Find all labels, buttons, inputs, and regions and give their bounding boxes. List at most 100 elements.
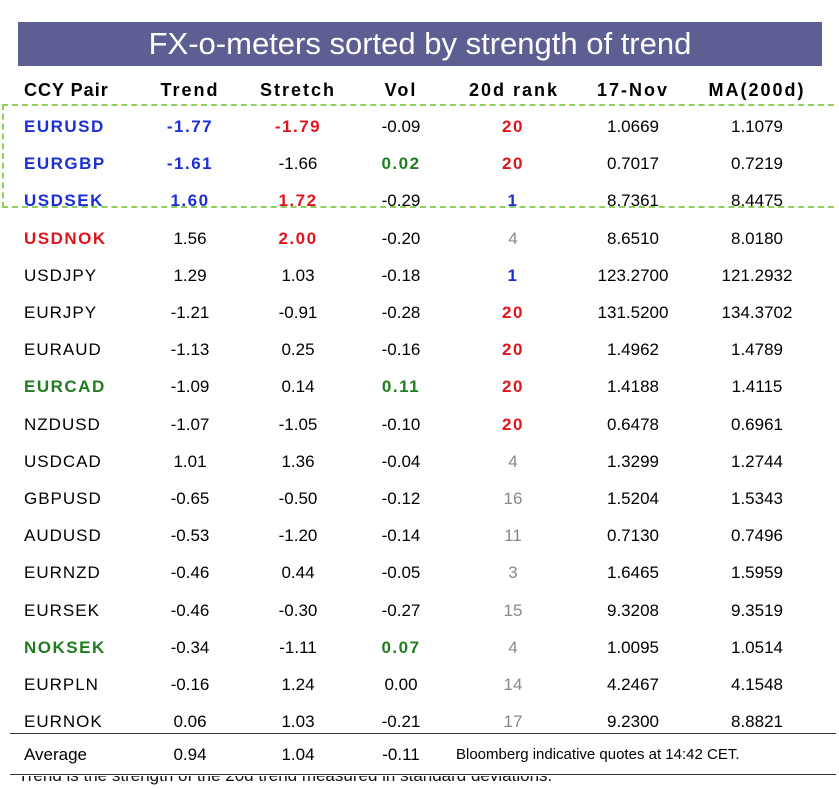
vol-cell: -0.27: [381, 601, 421, 620]
cutoff-footnote-text: Trend is the strength of the 20d trend m…: [18, 776, 552, 786]
rank-cell: 4: [508, 638, 518, 657]
cutoff-footnote: Trend is the strength of the 20d trend m…: [0, 776, 839, 789]
spot-cell: 9.3208: [607, 601, 659, 620]
rank-cell: 4: [508, 452, 518, 471]
pair-cell: EURAUD: [24, 340, 102, 359]
average-trend: 0.94: [173, 745, 207, 764]
vol-cell: 0.11: [381, 377, 421, 396]
vol-cell: -0.20: [381, 229, 421, 248]
vol-cell: -0.12: [381, 489, 421, 508]
pair-cell: EURCAD: [24, 377, 106, 396]
spot-cell: 1.4962: [607, 340, 659, 359]
vol-cell: -0.14: [381, 526, 421, 545]
trend-cell: 0.06: [173, 712, 207, 731]
vol-cell: 0.02: [381, 154, 421, 173]
spot-cell: 8.7361: [607, 191, 659, 210]
spot-cell: 123.2700: [597, 266, 669, 285]
ma200-cell: 134.3702: [721, 303, 793, 322]
top-three-highlight-box: [2, 104, 834, 208]
stretch-cell: 0.44: [281, 563, 315, 582]
rank-cell: 20: [502, 117, 524, 136]
ma200-cell: 8.0180: [731, 229, 783, 248]
ma200-cell: 1.5343: [731, 489, 783, 508]
spot-cell: 9.2300: [607, 712, 659, 731]
trend-cell: -1.09: [170, 377, 210, 396]
pair-cell: NOKSEK: [24, 638, 106, 657]
spot-cell: 0.7017: [607, 154, 659, 173]
pair-cell: AUDUSD: [24, 526, 102, 545]
rank-cell: 15: [503, 601, 523, 620]
pair-cell: EURPLN: [24, 675, 99, 694]
rank-cell: 16: [503, 489, 523, 508]
trend-cell: -0.46: [170, 601, 210, 620]
average-label: Average: [24, 745, 88, 764]
rank-cell: 4: [508, 229, 518, 248]
ma200-cell: 4.1548: [731, 675, 783, 694]
header-trend: Trend: [160, 80, 220, 100]
spot-cell: 1.0669: [607, 117, 659, 136]
ma200-cell: 1.5959: [731, 563, 783, 582]
pair-cell: EURNOK: [24, 712, 103, 731]
rank-cell: 14: [503, 675, 523, 694]
header-ccy-pair: CCY Pair: [24, 80, 109, 100]
trend-cell: 1.60: [170, 191, 210, 210]
ma200-cell: 8.4475: [731, 191, 783, 210]
spot-cell: 4.2467: [607, 675, 659, 694]
rank-cell: 20: [502, 303, 524, 322]
stretch-cell: 1.03: [281, 266, 315, 285]
average-vol: -0.11: [382, 745, 420, 764]
trend-cell: -0.16: [170, 675, 210, 694]
pair-cell: USDNOK: [24, 229, 107, 248]
spot-cell: 8.6510: [607, 229, 659, 248]
spot-cell: 1.6465: [607, 563, 659, 582]
stretch-cell: -0.91: [278, 303, 318, 322]
spot-cell: 131.5200: [597, 303, 669, 322]
stretch-cell: -0.50: [278, 489, 318, 508]
stretch-cell: -1.79: [274, 117, 322, 136]
stretch-cell: 1.03: [281, 712, 315, 731]
stretch-cell: 1.72: [278, 191, 318, 210]
rank-cell: 20: [502, 154, 524, 173]
trend-cell: -0.53: [170, 526, 210, 545]
pair-cell: EURJPY: [24, 303, 98, 322]
vol-cell: 0.07: [381, 638, 421, 657]
average-stretch: 1.04: [281, 745, 315, 764]
pair-cell: USDCAD: [24, 452, 102, 471]
vol-cell: -0.05: [381, 563, 421, 582]
vol-cell: -0.28: [381, 303, 421, 322]
ma200-cell: 0.7219: [731, 154, 783, 173]
ma200-cell: 8.8821: [731, 712, 783, 731]
vol-cell: 0.00: [384, 675, 418, 694]
vol-cell: -0.04: [381, 452, 421, 471]
stretch-cell: -0.30: [278, 601, 318, 620]
trend-cell: -1.77: [166, 117, 214, 136]
spot-cell: 1.0095: [607, 638, 659, 657]
stretch-cell: 2.00: [278, 229, 318, 248]
ma200-cell: 1.1079: [731, 117, 783, 136]
ma200-cell: 1.4789: [731, 340, 783, 359]
source-note: Bloomberg indicative quotes at 14:42 CET…: [456, 746, 740, 763]
trend-cell: -0.65: [170, 489, 210, 508]
spot-cell: 1.3299: [607, 452, 659, 471]
ma200-cell: 1.4115: [731, 377, 783, 396]
stretch-cell: 0.14: [281, 377, 315, 396]
table-title: FX-o-meters sorted by strength of trend: [18, 22, 822, 66]
spot-cell: 1.4188: [607, 377, 659, 396]
vol-cell: -0.16: [381, 340, 421, 359]
spot-cell: 0.7130: [607, 526, 659, 545]
rank-cell: 1: [507, 191, 519, 210]
vol-cell: -0.21: [381, 712, 421, 731]
stretch-cell: 0.25: [281, 340, 315, 359]
pair-cell: EURUSD: [24, 117, 105, 136]
rank-cell: 17: [503, 712, 523, 731]
stretch-cell: -1.11: [279, 638, 317, 657]
ma200-cell: 0.7496: [731, 526, 783, 545]
trend-cell: 1.56: [173, 229, 207, 248]
ma200-cell: 9.3519: [731, 601, 783, 620]
trend-cell: -0.34: [170, 638, 210, 657]
rank-cell: 3: [508, 563, 518, 582]
rank-cell: 20: [502, 415, 524, 434]
vol-cell: -0.09: [381, 117, 421, 136]
stretch-cell: 1.36: [281, 452, 315, 471]
header-stretch: Stretch: [259, 80, 336, 100]
